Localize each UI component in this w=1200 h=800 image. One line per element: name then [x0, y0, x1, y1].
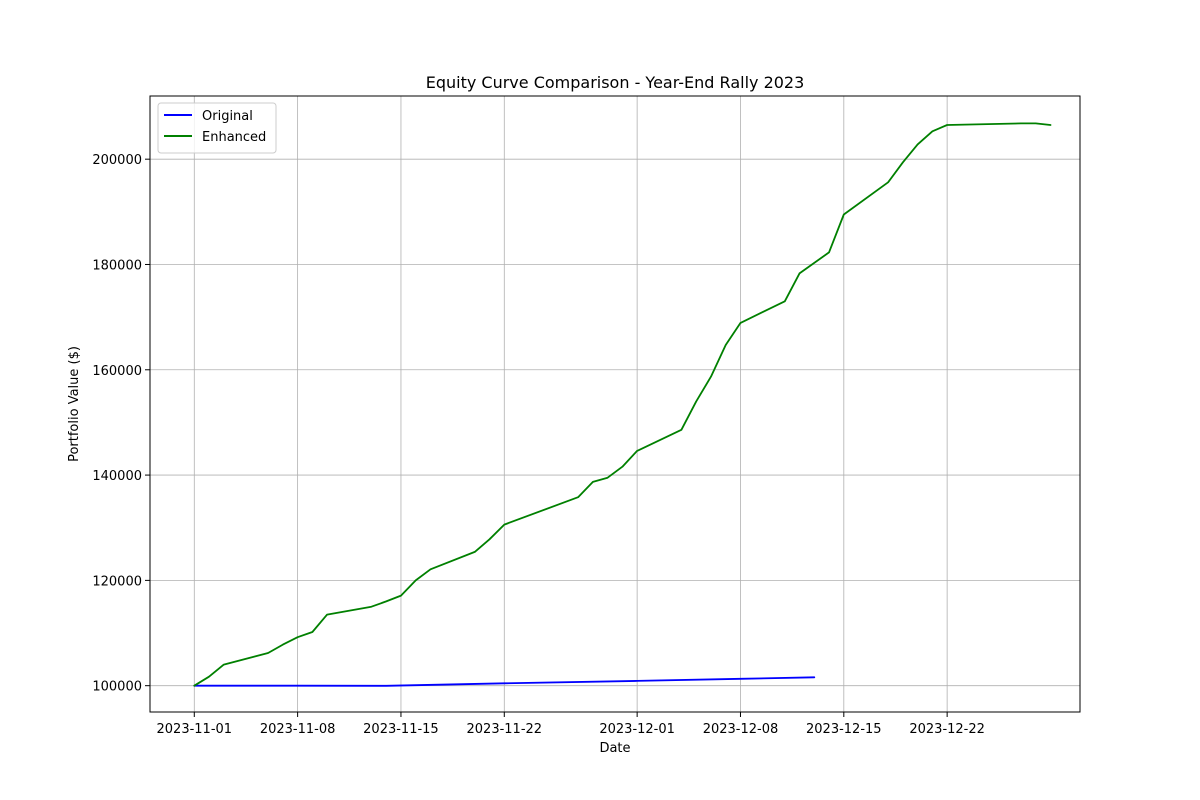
- series-line-original: [193, 676, 816, 687]
- y-axis-label: Portfolio Value ($): [67, 346, 82, 462]
- x-tick-label: 2023-11-08: [260, 722, 336, 737]
- x-tick-label: 2023-12-15: [806, 722, 882, 737]
- chart-title: Equity Curve Comparison - Year-End Rally…: [426, 73, 805, 92]
- x-tick-label: 2023-12-22: [909, 722, 985, 737]
- x-axis-label: Date: [599, 741, 630, 756]
- x-tick-label: 2023-11-15: [363, 722, 439, 737]
- x-tick-label: 2023-12-01: [599, 722, 675, 737]
- series-layer: [193, 122, 1052, 687]
- legend: Original Enhanced: [157, 102, 277, 154]
- y-tick-label: 140000: [92, 469, 142, 484]
- tick-layer: 2023-11-01 2023-11-08 2023-11-15 2023-11-22…: [92, 153, 985, 737]
- grid-layer: [150, 96, 1080, 712]
- plot-frame: [149, 95, 1081, 713]
- x-tick-label: 2023-12-08: [703, 722, 779, 737]
- series-line-enhanced: [193, 122, 1052, 687]
- y-tick-label: 100000: [92, 680, 142, 695]
- y-tick-label: 160000: [92, 364, 142, 379]
- y-tick-label: 120000: [92, 574, 142, 589]
- x-tick-label: 2023-11-22: [467, 722, 543, 737]
- x-tick-label: 2023-11-01: [157, 722, 233, 737]
- legend-label-original: Original: [202, 109, 253, 124]
- y-tick-label: 200000: [92, 153, 142, 168]
- legend-label-enhanced: Enhanced: [202, 130, 266, 145]
- y-tick-label: 180000: [92, 258, 142, 273]
